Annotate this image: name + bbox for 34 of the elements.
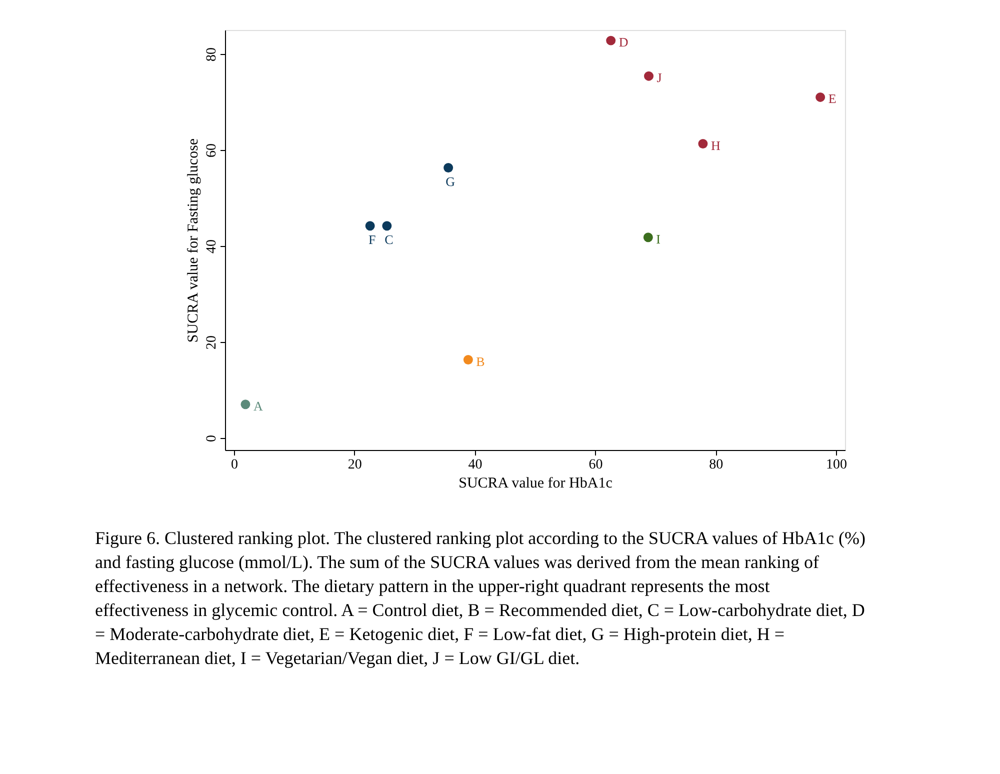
x-axis-title: SUCRA value for HbA1c (458, 476, 613, 492)
annotation: E (828, 91, 836, 106)
x-tick-label: 20 (348, 458, 362, 472)
annotation: D (618, 34, 628, 50)
x-tick-label: 0 (231, 458, 238, 472)
y-tick-label: 80 (204, 48, 220, 62)
annotation: F (368, 232, 376, 247)
y-tick-label: 60 (204, 144, 220, 158)
point (643, 232, 653, 242)
point (606, 36, 616, 46)
point (698, 139, 708, 148)
point (816, 92, 826, 102)
point (463, 355, 473, 364)
point (644, 71, 654, 81)
y-tick-label: 20 (204, 336, 220, 350)
point (382, 221, 392, 231)
y-tick-label: 0 (204, 435, 220, 442)
annotation: B (476, 354, 486, 369)
annotation: C (384, 232, 394, 247)
x-tick-label: 60 (588, 458, 603, 472)
annotation: I (656, 231, 661, 246)
annotation: H (710, 138, 720, 153)
caption: Figure 6. Clustered ranking plot. The clustered ranking plot according to the SUCRA values of HbA1c (%) and fasting glucose (mmol/L). The sum of the SUCRA values was derived from the mean ranking of effectiveness in a network. The dietary pattern in the upper-right quadrant represents the most effectiveness in glycemic control. A = Control diet, B = Recommended diet, C = Low-carbohydrate diet, D = Moderate-carbohydrate diet, E = Ketogenic diet, F = Low-fat diet, G = High-protein diet, H = Mediterranean diet, I = Vegetarian/Vegan diet, J = Low GI/GL diet. (95, 528, 866, 668)
annotation: J (656, 70, 662, 86)
x-tick-label: 40 (468, 458, 482, 472)
y-axis-title: SUCRA value for Fasting glucose (186, 138, 202, 343)
point (444, 163, 454, 172)
point (365, 221, 375, 231)
x-tick-label: 100 (826, 458, 847, 472)
point (240, 400, 250, 410)
annotation: G (446, 174, 456, 189)
x-tick-label: 80 (709, 458, 724, 472)
y-tick-label: 40 (204, 240, 220, 254)
annotation: A (253, 398, 264, 414)
